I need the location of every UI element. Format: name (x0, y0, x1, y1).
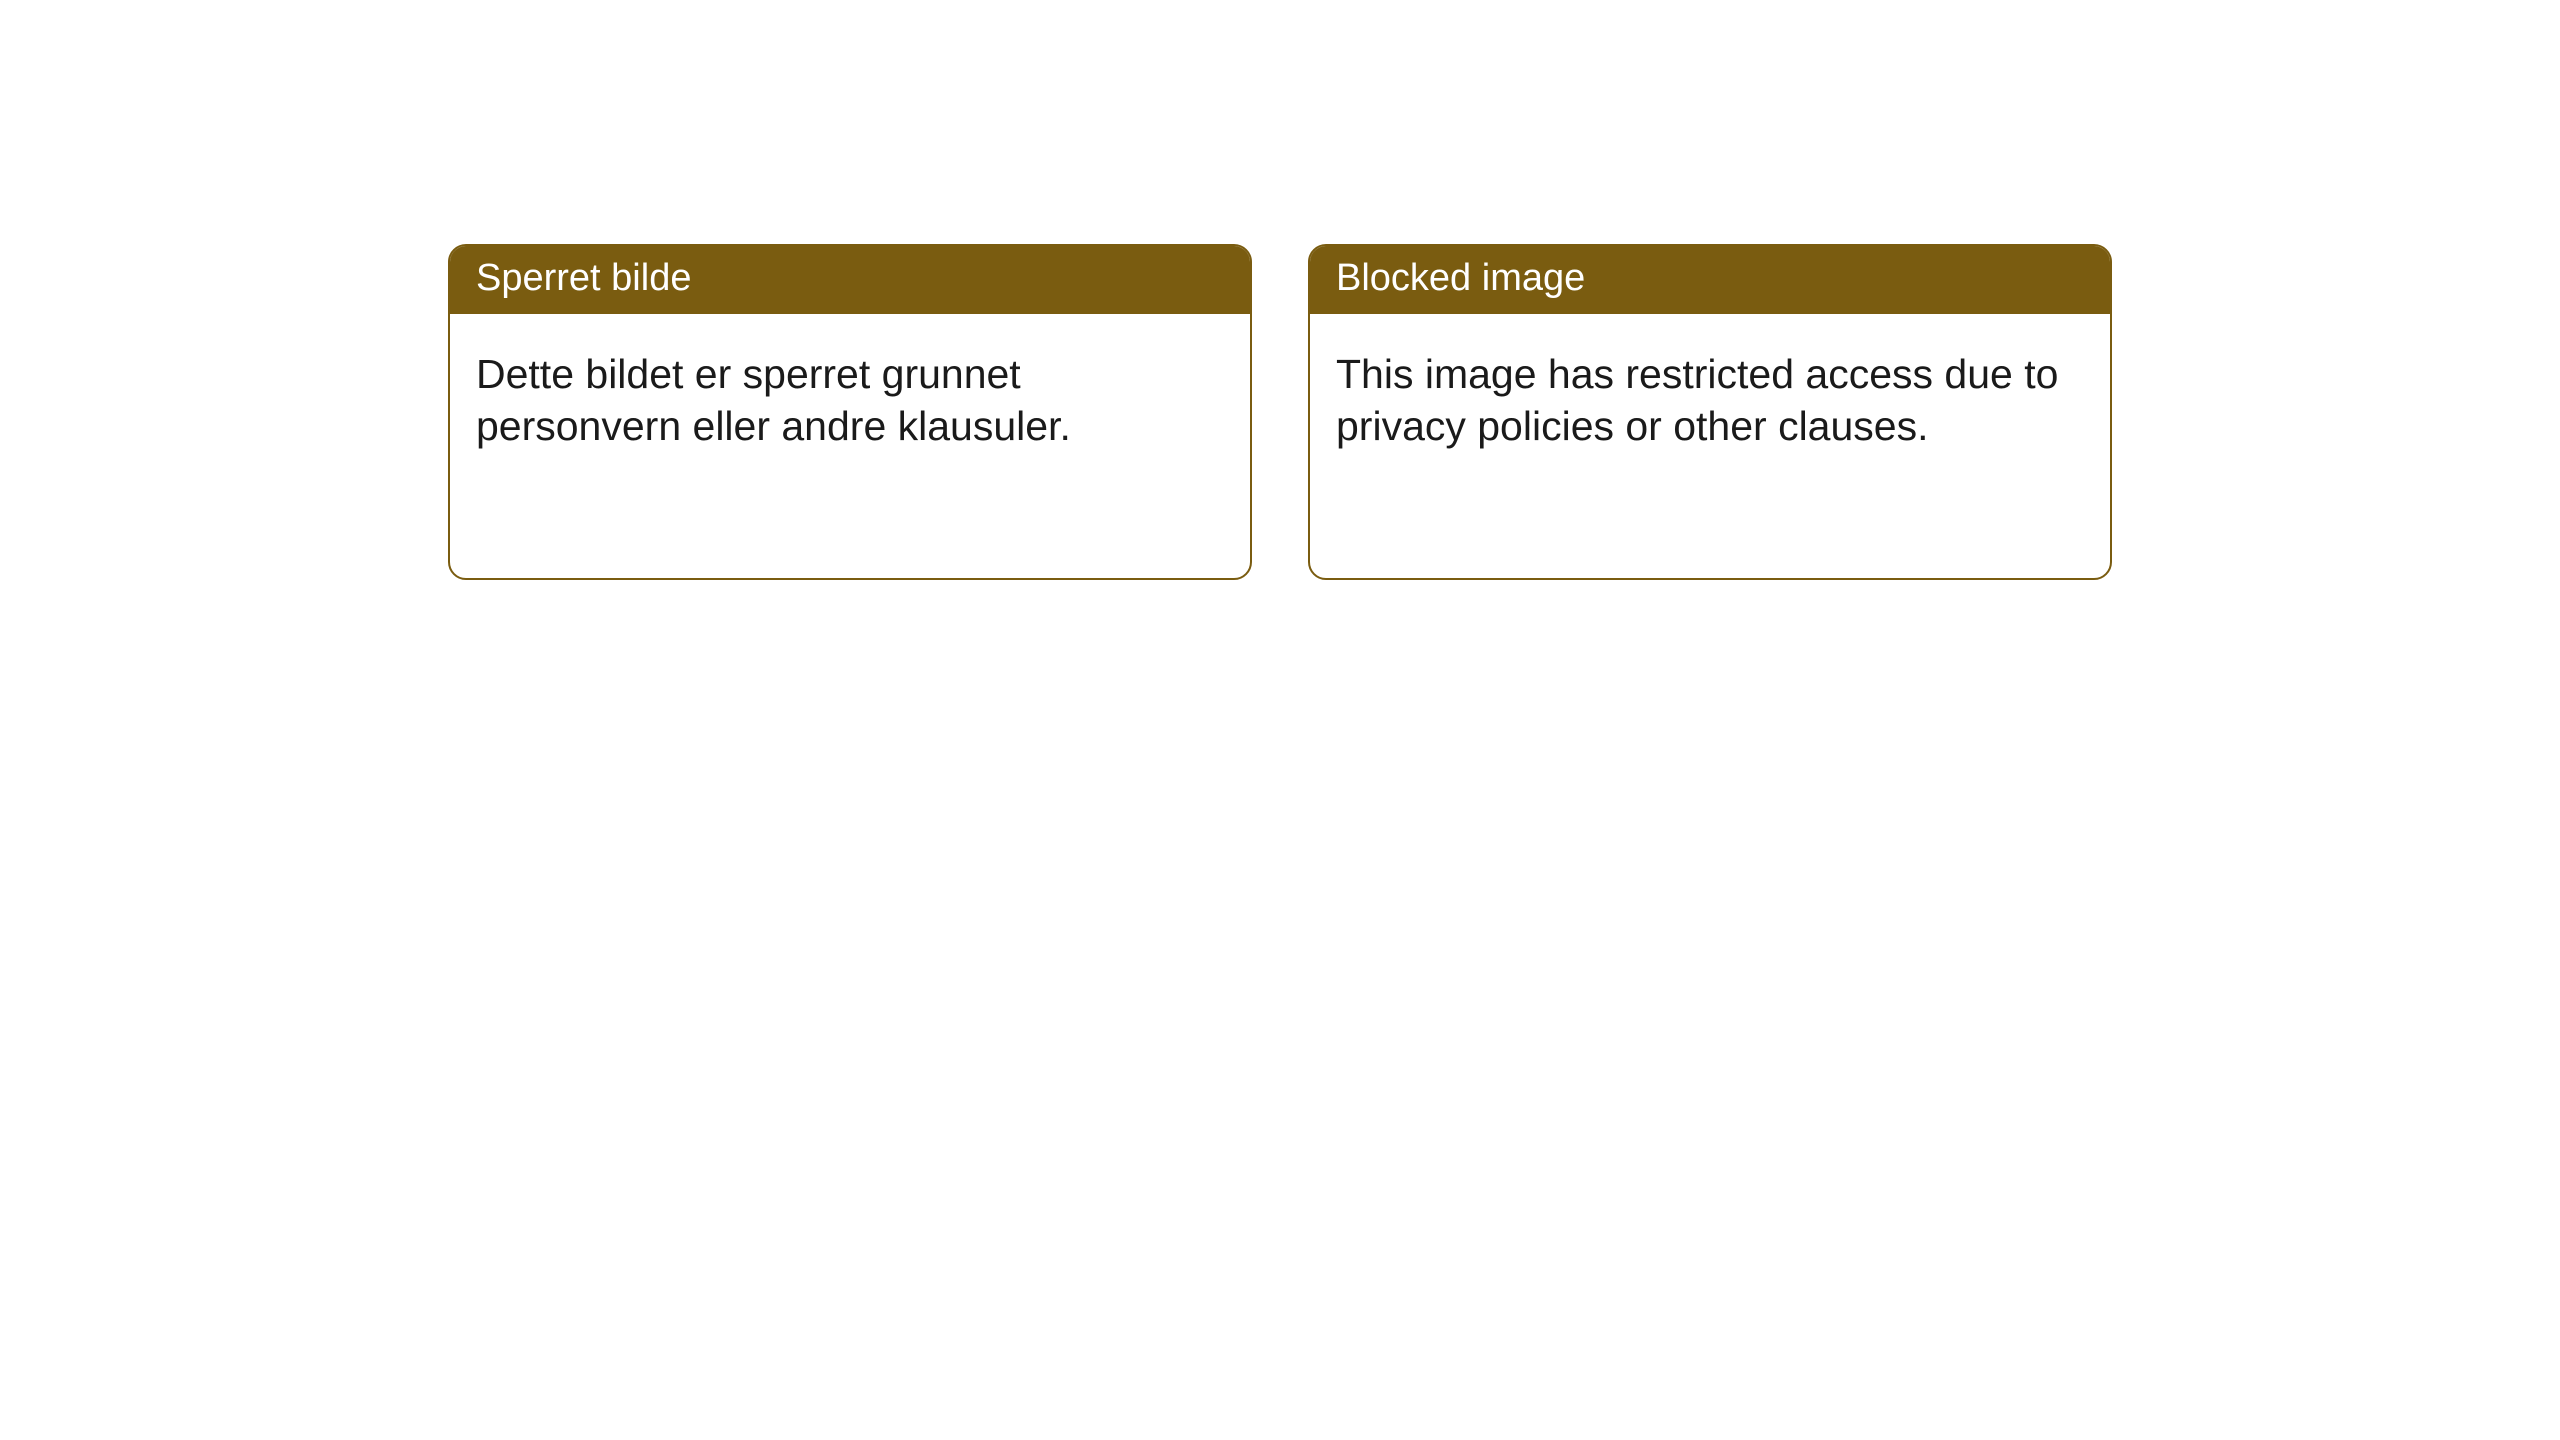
notice-body-norwegian: Dette bildet er sperret grunnet personve… (450, 314, 1250, 487)
notice-container: Sperret bilde Dette bildet er sperret gr… (448, 244, 2112, 580)
notice-title-english: Blocked image (1310, 246, 2110, 314)
notice-title-norwegian: Sperret bilde (450, 246, 1250, 314)
notice-body-english: This image has restricted access due to … (1310, 314, 2110, 487)
notice-card-norwegian: Sperret bilde Dette bildet er sperret gr… (448, 244, 1252, 580)
notice-card-english: Blocked image This image has restricted … (1308, 244, 2112, 580)
